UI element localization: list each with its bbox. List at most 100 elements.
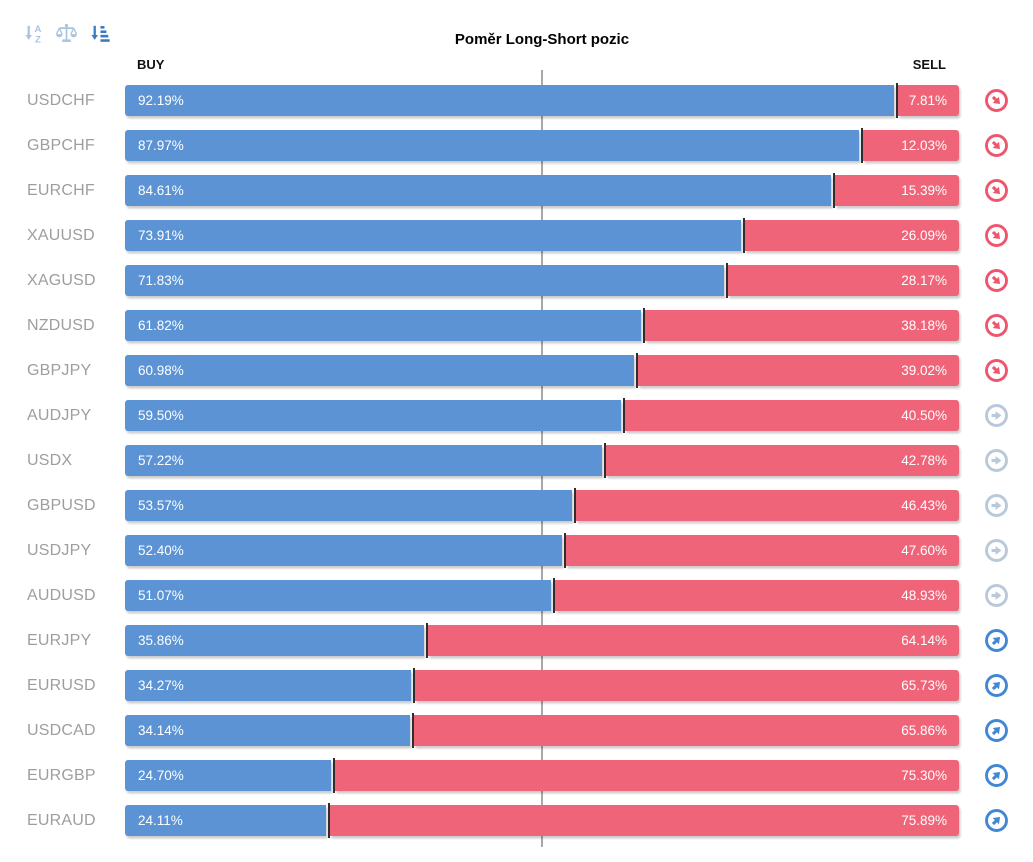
ratio-divider [726,263,729,298]
trend-up-icon[interactable] [984,628,1009,653]
trend-up-icon[interactable] [984,808,1009,833]
pair-label: GBPUSD [27,496,96,514]
sell-segment: 75.89% [330,805,959,836]
ratio-divider [604,443,607,478]
ratio-divider [412,668,415,703]
pair-label: GBPJPY [27,361,92,379]
sell-percent: 12.03% [901,138,947,153]
sell-percent: 65.86% [901,723,947,738]
trend-down-icon[interactable] [984,268,1009,293]
balance-scale-icon[interactable] [54,22,79,45]
trend-up-icon[interactable] [984,763,1009,788]
buy-percent: 34.14% [138,723,184,738]
trend-cell [959,358,1033,383]
buy-segment: 24.11% [125,805,327,836]
trend-down-icon[interactable] [984,133,1009,158]
sell-percent: 42.78% [901,453,947,468]
sell-segment: 15.39% [834,175,959,206]
buy-segment: 57.22% [125,445,603,476]
pair-label: USDJPY [27,541,92,559]
sell-segment: 42.78% [606,445,959,476]
trend-neutral-icon[interactable] [984,493,1009,518]
chart-rows: USDCHF 92.19% 7.81% GBPCHF 87.97% [27,70,1033,847]
buy-percent: 92.19% [138,93,184,108]
buy-segment: 73.91% [125,220,742,251]
buy-percent: 24.70% [138,768,184,783]
trend-up-icon[interactable] [984,673,1009,698]
ratio-bar: 59.50% 40.50% [125,398,959,433]
trend-neutral-icon[interactable] [984,448,1009,473]
ratio-divider [743,218,746,253]
table-row: EURUSD 34.27% 65.73% [27,663,1033,708]
table-row: USDX 57.22% 42.78% [27,438,1033,483]
ratio-bar: 53.57% 46.43% [125,488,959,523]
table-row: USDCAD 34.14% 65.86% [27,708,1033,753]
sell-percent: 46.43% [901,498,947,513]
pair-label: AUDUSD [27,586,96,604]
ratio-divider [860,128,863,163]
ratio-divider [564,533,567,568]
table-row: AUDUSD 51.07% 48.93% [27,573,1033,618]
trend-cell [959,493,1033,518]
pair-label: EURJPY [27,631,92,649]
sell-percent: 64.14% [901,633,947,648]
buy-segment: 61.82% [125,310,641,341]
ratio-bar: 34.14% 65.86% [125,713,959,748]
trend-cell [959,763,1033,788]
sell-segment: 48.93% [554,580,959,611]
trend-neutral-icon[interactable] [984,583,1009,608]
buy-percent: 24.11% [138,813,183,828]
ratio-divider [411,713,414,748]
table-row: EURAUD 24.11% 75.89% [27,798,1033,843]
widget-topbar: A Z [0,0,1033,52]
sort-amount-desc-icon[interactable] [88,22,111,45]
ratio-divider [328,803,331,838]
trend-down-icon[interactable] [984,313,1009,338]
buy-percent: 61.82% [138,318,184,333]
trend-cell [959,628,1033,653]
ratio-divider [552,578,555,613]
buy-segment: 53.57% [125,490,572,521]
trend-down-icon[interactable] [984,178,1009,203]
buy-segment: 34.14% [125,715,410,746]
buy-percent: 73.91% [138,228,184,243]
sell-percent: 15.39% [901,183,947,198]
column-headers: BUY SELL [27,52,1033,74]
trend-down-icon[interactable] [984,358,1009,383]
table-row: EURGBP 24.70% 75.30% [27,753,1033,798]
buy-segment: 87.97% [125,130,859,161]
buy-segment: 60.98% [125,355,634,386]
trend-cell [959,403,1033,428]
ratio-divider [332,758,335,793]
buy-percent: 87.97% [138,138,184,153]
sort-toolbar: A Z [22,22,111,45]
buy-segment: 34.27% [125,670,411,701]
sell-percent: 40.50% [901,408,947,423]
pair-label: EURAUD [27,811,96,829]
trend-down-icon[interactable] [984,88,1009,113]
buy-percent: 57.22% [138,453,184,468]
trend-up-icon[interactable] [984,718,1009,743]
sell-percent: 65.73% [901,678,947,693]
ratio-bar: 57.22% 42.78% [125,443,959,478]
sell-percent: 38.18% [901,318,947,333]
ratio-bar: 87.97% 12.03% [125,128,959,163]
ratio-bar: 52.40% 47.60% [125,533,959,568]
buy-segment: 59.50% [125,400,622,431]
sell-percent: 7.81% [908,93,947,108]
ratio-bar: 34.27% 65.73% [125,668,959,703]
buy-segment: 51.07% [125,580,551,611]
sell-percent: 48.93% [901,588,947,603]
trend-cell [959,133,1033,158]
trend-neutral-icon[interactable] [984,538,1009,563]
ratio-bar: 24.11% 75.89% [125,803,959,838]
table-row: EURJPY 35.86% 64.14% [27,618,1033,663]
table-row: GBPCHF 87.97% 12.03% [27,123,1033,168]
buy-segment: 35.86% [125,625,425,656]
buy-segment: 92.19% [125,85,894,116]
sort-alpha-icon[interactable]: A Z [22,22,45,45]
trend-neutral-icon[interactable] [984,403,1009,428]
buy-percent: 59.50% [138,408,184,423]
pair-label: EURCHF [27,181,95,199]
trend-down-icon[interactable] [984,223,1009,248]
